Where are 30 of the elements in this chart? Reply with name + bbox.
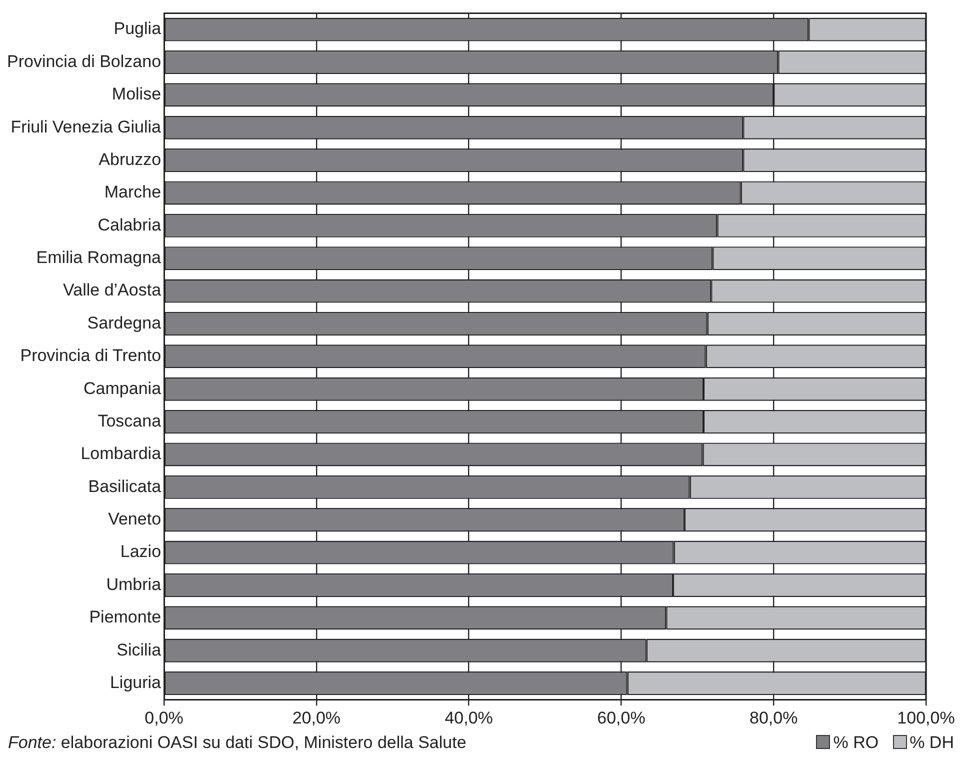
y-tick-label: Sardegna bbox=[87, 313, 162, 332]
x-tick-label: 20,0% bbox=[292, 708, 341, 728]
y-tick-label: Umbria bbox=[106, 574, 162, 594]
y-tick-label: Lazio bbox=[120, 542, 162, 562]
y-tick-label: Marche bbox=[104, 182, 162, 202]
y-tick-label: Piemonte bbox=[89, 608, 162, 627]
y-tick-label: Lombardia bbox=[80, 444, 162, 464]
text: % RO bbox=[832, 733, 879, 753]
y-tick-label: Emilia Romagna bbox=[36, 248, 162, 268]
y-tick-label: Sicilia bbox=[116, 640, 162, 660]
y-tick-label: Abruzzo bbox=[98, 150, 162, 169]
source-note: Fonte: elaborazioni OASI su dati SDO, Ministero della Salute bbox=[8, 733, 466, 753]
y-tick-label: Liguria bbox=[110, 672, 162, 692]
x-tick-label: 80,0% bbox=[750, 708, 798, 728]
y-tick-label: Toscana bbox=[98, 411, 162, 430]
y-tick-label: Basilicata bbox=[88, 476, 162, 496]
y-tick-label: Calabria bbox=[98, 215, 162, 234]
y-tick-label: Molise bbox=[112, 84, 162, 104]
x-tick-label: 40,0% bbox=[444, 708, 493, 728]
y-tick-label: Provincia di Bolzano bbox=[7, 52, 162, 71]
y-tick-label: Valle d’Aosta bbox=[63, 280, 162, 300]
y-tick-label: Puglia bbox=[114, 19, 162, 38]
legend-label: % DH bbox=[908, 733, 954, 753]
y-tick-label: Campania bbox=[84, 378, 162, 398]
x-tick-label: 0,0% bbox=[144, 708, 184, 728]
y-tick-label: Provincia di Trento bbox=[20, 346, 162, 366]
x-tick-label: 100,0% bbox=[897, 708, 955, 728]
y-tick-label: Veneto bbox=[108, 510, 162, 529]
x-tick-label: 60,0% bbox=[597, 708, 646, 728]
y-tick-label: Friuli Venezia Giulia bbox=[10, 117, 162, 136]
